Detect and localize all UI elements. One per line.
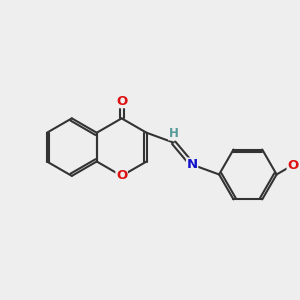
Text: O: O (116, 169, 127, 182)
Text: N: N (187, 158, 198, 171)
Text: O: O (287, 159, 298, 172)
Text: O: O (116, 94, 127, 108)
Text: H: H (169, 127, 178, 140)
